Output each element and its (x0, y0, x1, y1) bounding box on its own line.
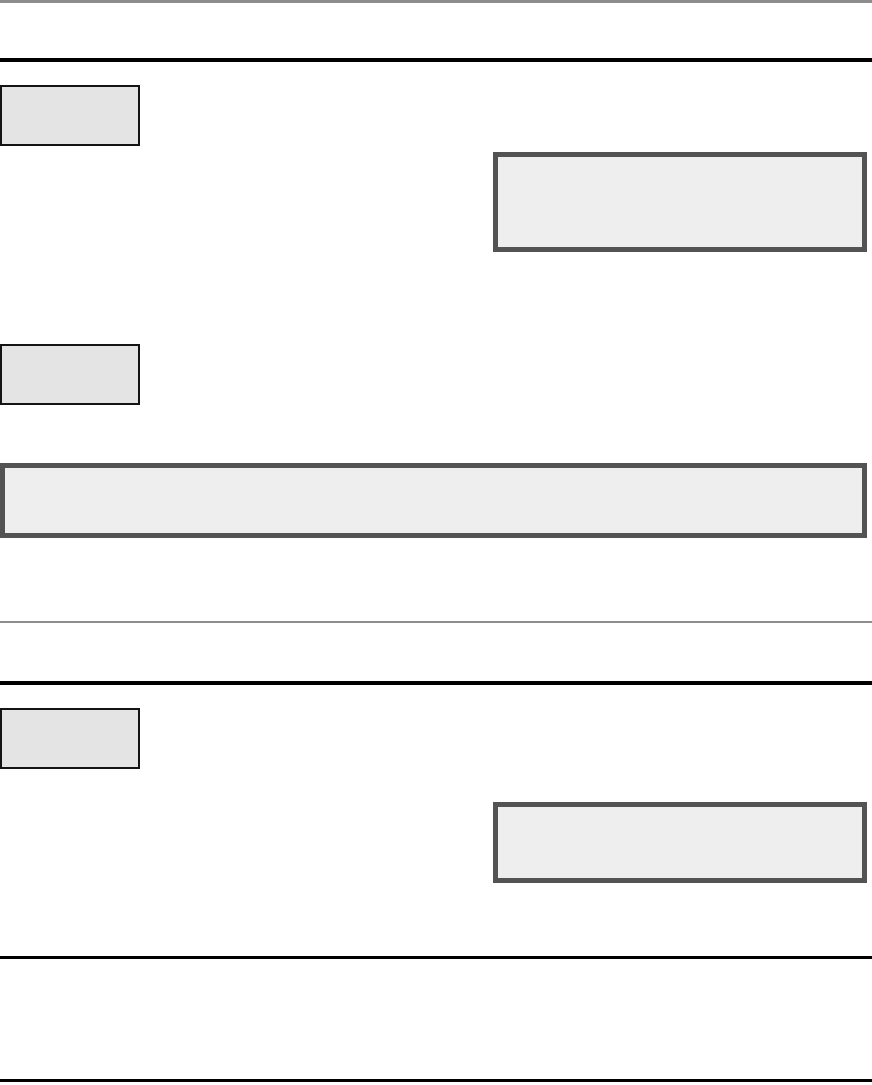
figure-placeholder-c-text (2, 346, 138, 403)
figure-placeholder-b-text (498, 157, 862, 247)
figure-placeholder-c (0, 344, 140, 405)
figure-placeholder-d (0, 463, 867, 538)
figure-placeholder-a-text (2, 87, 138, 144)
figure-placeholder-e-text (2, 710, 138, 767)
figure-placeholder-f (493, 802, 867, 883)
header-black-rule (0, 58, 872, 62)
lower-black-rule (0, 956, 872, 959)
footer-black-rule (0, 1079, 872, 1082)
figure-placeholder-f-text (498, 807, 862, 878)
figure-placeholder-d-text (5, 468, 862, 533)
mid-black-rule (0, 681, 872, 685)
figure-placeholder-e (0, 708, 140, 769)
mid-gray-rule (0, 621, 872, 623)
top-gray-rule (0, 0, 872, 3)
section-three (0, 959, 872, 1079)
figure-placeholder-b (493, 152, 867, 252)
figure-placeholder-a (0, 85, 140, 146)
